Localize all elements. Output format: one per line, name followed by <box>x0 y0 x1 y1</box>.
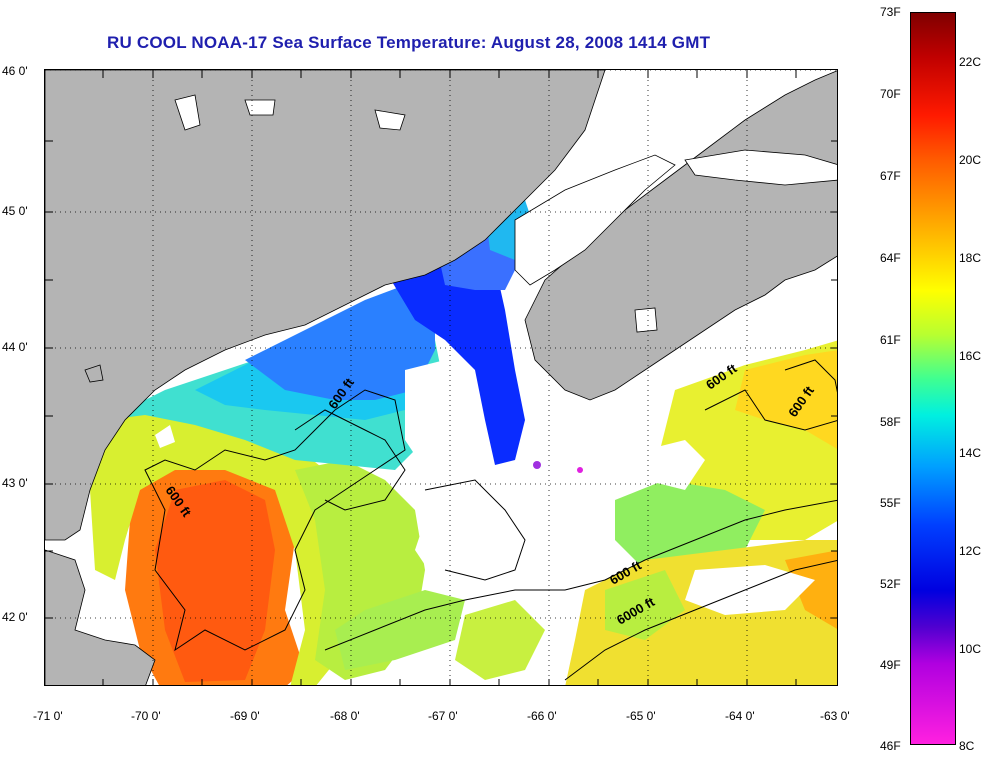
colorbar-f-label: 70F <box>880 87 901 101</box>
colorbar-f-label: 49F <box>880 658 901 672</box>
lat-label: 44 0' <box>2 340 28 354</box>
colorbar-f-label: 61F <box>880 333 901 347</box>
lon-label: -65 0' <box>626 709 656 723</box>
land-mass <box>45 70 837 685</box>
colorbar-c-label: 8C <box>959 739 975 753</box>
lat-label: 43 0' <box>2 476 28 490</box>
colorbar-f-label: 52F <box>880 577 901 591</box>
lat-label: 42 0' <box>2 610 28 624</box>
colorbar-f-label: 73F <box>880 5 901 19</box>
colorbar-c-label: 10C <box>959 642 982 656</box>
frame-ticks <box>45 70 837 685</box>
lon-label: -70 0' <box>131 709 161 723</box>
colorbar-f-label: 58F <box>880 415 901 429</box>
lon-label: -64 0' <box>725 709 755 723</box>
lon-label: -67 0' <box>428 709 458 723</box>
sst-map[interactable]: 600 ft 600 ft 600 ft 600 ft 600 ft 6000 … <box>44 69 838 686</box>
colorbar-c-label: 18C <box>959 251 982 265</box>
lon-label: -63 0' <box>820 709 850 723</box>
map-title: RU COOL NOAA-17 Sea Surface Temperature:… <box>107 33 711 52</box>
colorbar-c-label: 16C <box>959 349 982 363</box>
colorbar-c-label: 22C <box>959 55 982 69</box>
colorbar-c-label: 14C <box>959 446 982 460</box>
lon-label: -71 0' <box>33 709 63 723</box>
lon-label: -69 0' <box>230 709 260 723</box>
lat-label: 45 0' <box>2 204 28 218</box>
lon-label: -66 0' <box>527 709 557 723</box>
colorbar-f-label: 55F <box>880 496 901 510</box>
bay-of-fundy <box>514 154 676 286</box>
colorbar-f-label: 64F <box>880 251 901 265</box>
lon-label: -68 0' <box>330 709 360 723</box>
no-data-patches <box>155 360 815 615</box>
temperature-colorbar <box>910 12 956 745</box>
colorbar-c-label: 12C <box>959 544 982 558</box>
lat-label: 46 0' <box>2 64 28 78</box>
colorbar-f-label: 46F <box>880 739 901 753</box>
bathymetry-contours <box>144 359 837 681</box>
colorbar-f-label: 67F <box>880 169 901 183</box>
colorbar-c-label: 20C <box>959 153 982 167</box>
map-canvas: 600 ft 600 ft 600 ft 600 ft 600 ft 6000 … <box>45 70 837 685</box>
